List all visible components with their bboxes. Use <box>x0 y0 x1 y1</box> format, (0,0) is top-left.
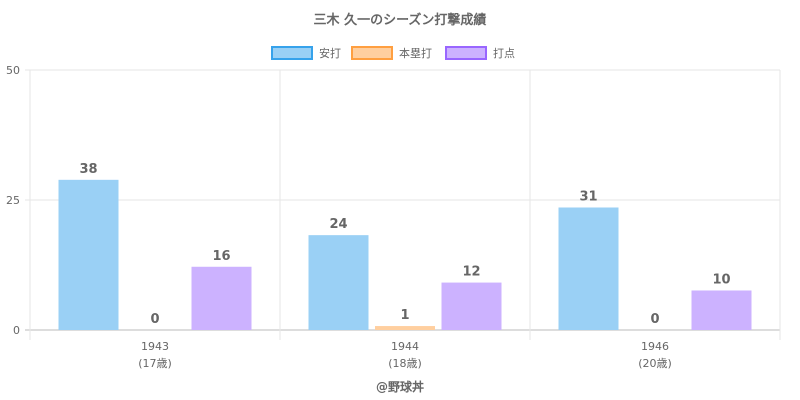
bar <box>558 207 619 330</box>
legend-swatch <box>445 46 487 60</box>
legend-label: 本塁打 <box>399 46 432 60</box>
chart-title: 三木 久一のシーズン打撃成績 <box>314 12 487 28</box>
data-label: 0 <box>650 312 659 327</box>
legend-label: 安打 <box>319 46 341 60</box>
x-tick-sublabel: (18歳) <box>388 357 422 370</box>
data-label: 12 <box>462 265 480 280</box>
y-tick-label: 50 <box>6 64 20 77</box>
bar <box>375 326 435 330</box>
x-tick-label: 1946 <box>641 340 669 353</box>
bar <box>191 266 252 330</box>
data-label: 0 <box>150 312 159 327</box>
data-label: 16 <box>212 249 230 264</box>
data-label: 31 <box>579 189 597 204</box>
x-tick-label: 1943 <box>141 340 169 353</box>
y-tick-label: 0 <box>13 324 20 337</box>
data-label: 10 <box>712 272 730 287</box>
legend-swatch <box>351 46 393 60</box>
bar <box>308 235 369 330</box>
x-tick-sublabel: (20歳) <box>638 357 672 370</box>
x-tick-sublabel: (17歳) <box>138 357 172 370</box>
bar <box>58 179 119 330</box>
legend-label: 打点 <box>493 46 515 60</box>
data-label: 38 <box>79 162 97 177</box>
y-tick-label: 25 <box>6 194 20 207</box>
legend-swatch <box>271 46 313 60</box>
data-label: 1 <box>400 308 409 323</box>
bar <box>441 282 502 330</box>
bar <box>691 290 752 330</box>
footer-credit: @野球丼 <box>376 379 424 394</box>
data-label: 24 <box>329 217 347 232</box>
x-tick-label: 1944 <box>391 340 419 353</box>
